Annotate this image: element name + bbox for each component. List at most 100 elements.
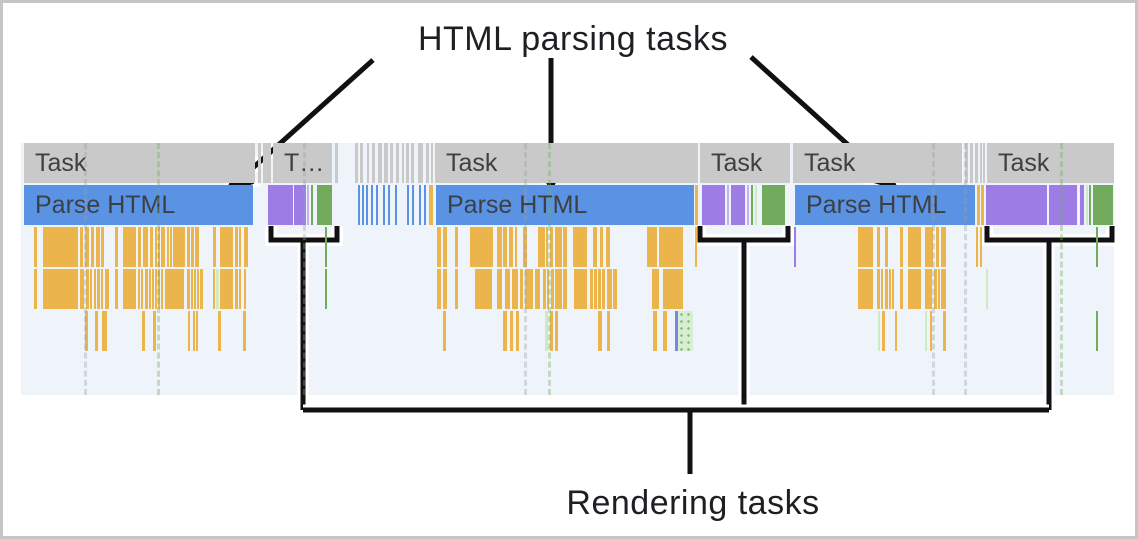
flame-bar[interactable] (102, 311, 107, 351)
flame-bar[interactable] (606, 227, 610, 267)
task-bar[interactable] (396, 143, 399, 183)
flame-bar[interactable] (936, 227, 939, 267)
flame-bar[interactable] (647, 227, 657, 267)
flame-bar[interactable] (244, 269, 246, 309)
flame-bar[interactable] (980, 227, 982, 267)
flame-bar[interactable] (1096, 227, 1098, 267)
flame-bar[interactable] (943, 311, 946, 351)
flame-bar[interactable] (244, 227, 248, 267)
flame-bar[interactable] (908, 227, 921, 267)
flame-bar[interactable] (652, 269, 659, 309)
flame-bar[interactable] (900, 227, 903, 267)
flame-bar[interactable] (101, 269, 103, 309)
parse-html-bar[interactable] (395, 185, 397, 225)
script-bar[interactable] (977, 185, 980, 225)
task-bar[interactable] (402, 143, 404, 183)
flame-bar[interactable] (551, 269, 554, 309)
task-bar[interactable] (258, 143, 261, 183)
task-bar[interactable] (263, 143, 271, 183)
task-bar[interactable] (360, 143, 363, 183)
flame-bar[interactable] (607, 269, 612, 309)
flame-bar[interactable] (155, 227, 157, 267)
flame-bar[interactable] (105, 269, 109, 309)
task-bar[interactable] (411, 143, 414, 183)
paint-bar[interactable] (1093, 185, 1113, 225)
flame-bar[interactable] (505, 269, 510, 309)
flame-bar[interactable] (34, 269, 37, 309)
flame-bar[interactable] (941, 269, 946, 309)
flame-bar[interactable] (925, 311, 927, 351)
flame-bar[interactable] (213, 227, 216, 267)
task-bar[interactable] (384, 143, 388, 183)
flame-bar[interactable] (653, 311, 657, 351)
flame-bar[interactable] (986, 269, 988, 309)
flame-bar[interactable] (892, 269, 894, 309)
flame-bar[interactable] (34, 227, 37, 267)
flame-bar[interactable] (138, 269, 140, 309)
flame-bar[interactable] (878, 311, 880, 351)
flame-bar[interactable] (437, 269, 441, 309)
task-bar[interactable] (431, 143, 433, 183)
flame-bar[interactable] (550, 227, 553, 267)
task-bar[interactable] (970, 143, 973, 183)
parse-html-bar[interactable]: Parse HTML (795, 185, 975, 225)
flame-bar[interactable] (925, 227, 933, 267)
render-layout-bar[interactable] (986, 185, 1047, 225)
flame-bar[interactable] (555, 227, 562, 267)
flame-bar[interactable] (547, 269, 549, 309)
task-bar[interactable]: Task (987, 143, 1114, 183)
parse-html-bar[interactable] (407, 185, 409, 225)
flame-bar[interactable] (243, 311, 246, 351)
flame-bar[interactable] (123, 227, 136, 267)
task-bar[interactable]: Task (793, 143, 962, 183)
flame-bar[interactable] (187, 269, 190, 309)
flame-bar[interactable] (590, 269, 593, 309)
flame-bar[interactable] (1096, 311, 1098, 351)
flame-bar[interactable] (235, 227, 238, 267)
flame-bar[interactable] (497, 227, 502, 267)
flame-bar[interactable] (161, 269, 163, 309)
task-bar[interactable] (335, 143, 338, 183)
flame-bar[interactable] (85, 227, 89, 267)
paint-bar[interactable] (1089, 185, 1091, 225)
task-bar[interactable]: Task (24, 143, 255, 183)
parse-html-bar[interactable] (419, 185, 421, 225)
flame-bar[interactable] (938, 269, 940, 309)
flame-bar[interactable] (437, 227, 441, 267)
flame-bar[interactable] (512, 269, 518, 309)
flame-bar[interactable] (600, 227, 603, 267)
flame-bar[interactable] (187, 227, 190, 267)
flame-bar[interactable] (555, 311, 558, 351)
flame-bar[interactable] (191, 269, 193, 309)
flame-bar[interactable] (115, 227, 118, 267)
flame-bar[interactable] (594, 269, 597, 309)
flame-bar[interactable] (165, 269, 184, 309)
flame-bar[interactable] (153, 311, 156, 351)
flame-bar[interactable] (239, 227, 241, 267)
flame-bar[interactable] (455, 227, 458, 267)
render-layout-bar[interactable] (1049, 185, 1077, 225)
render-layout-bar[interactable] (307, 185, 309, 225)
flame-bar[interactable] (543, 269, 546, 309)
paint-bar[interactable] (762, 185, 785, 225)
flame-bar[interactable] (191, 227, 194, 267)
flame-bar[interactable] (889, 269, 891, 309)
parse-html-bar[interactable] (358, 185, 360, 225)
render-layout-bar[interactable] (731, 185, 745, 225)
flame-bar[interactable] (563, 269, 567, 309)
flame-bar[interactable] (659, 227, 683, 267)
flame-bar[interactable] (563, 227, 567, 267)
flame-bar[interactable] (155, 269, 157, 309)
flame-bar[interactable] (143, 227, 148, 267)
script-bar[interactable] (695, 185, 698, 225)
flame-bar[interactable] (503, 227, 507, 267)
flame-bar[interactable] (934, 269, 937, 309)
parse-html-bar[interactable] (388, 185, 390, 225)
flame-bar[interactable] (877, 227, 880, 267)
flame-bar[interactable] (607, 311, 610, 351)
flame-bar[interactable] (43, 227, 78, 267)
flame-bar[interactable] (97, 269, 100, 309)
flame-bar[interactable] (598, 311, 602, 351)
task-bar[interactable] (975, 143, 978, 183)
task-bar[interactable] (390, 143, 393, 183)
